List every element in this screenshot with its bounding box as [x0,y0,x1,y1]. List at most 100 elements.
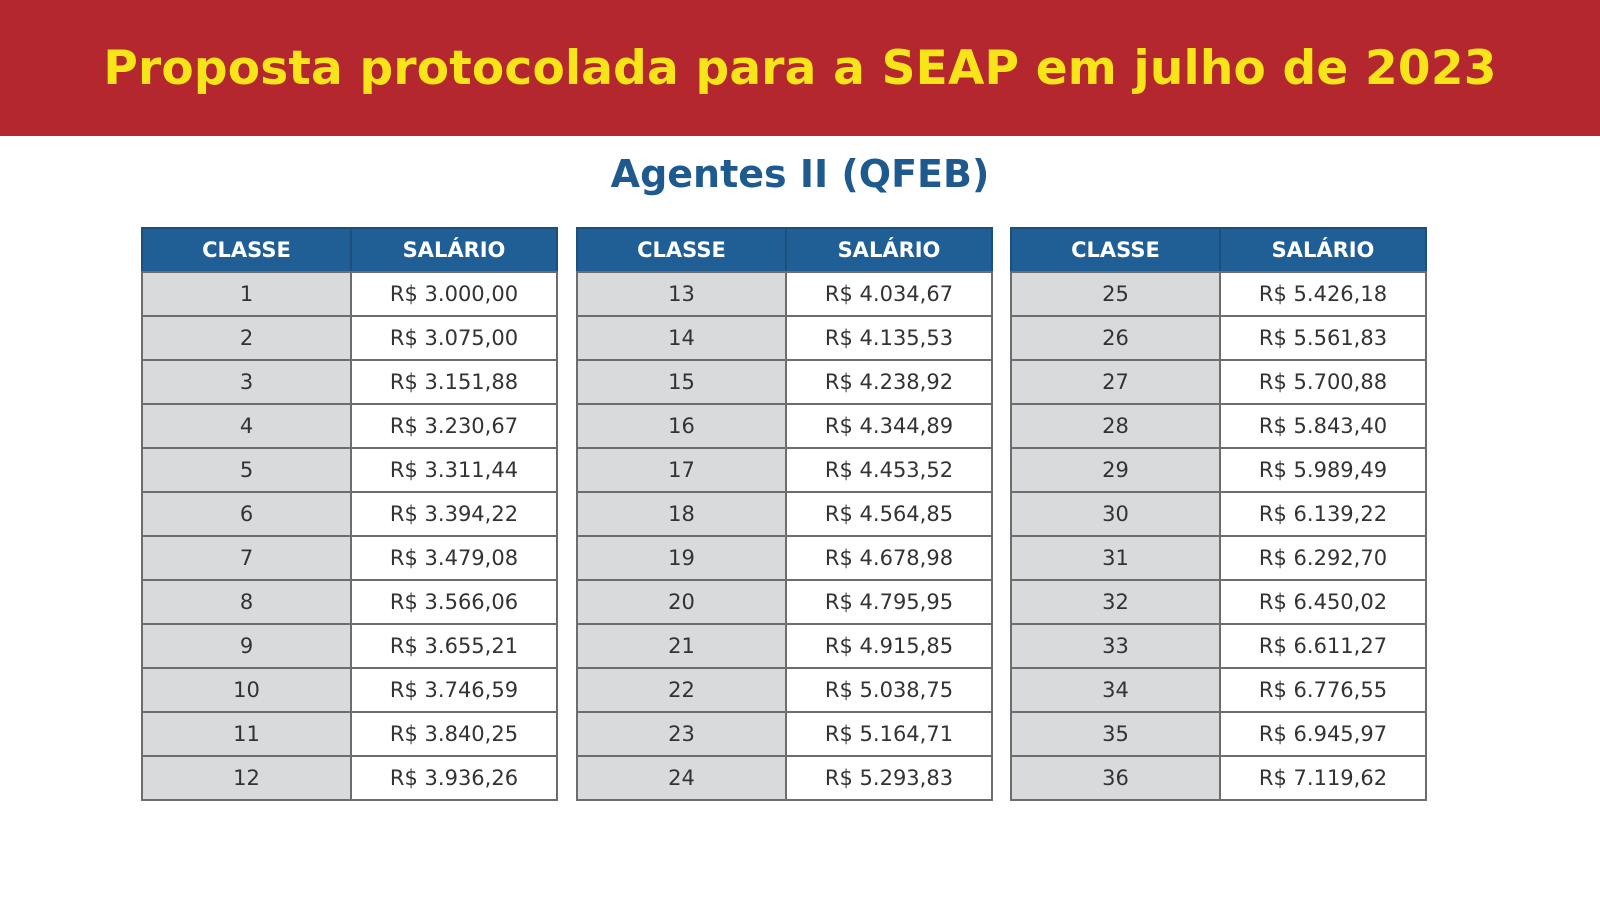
table-row: 30 R$ 6.139,22 [1010,491,1427,537]
salario-cell: R$ 3.311,44 [350,447,558,493]
table-row: 16 R$ 4.344,89 [576,403,993,449]
classe-cell: 36 [1010,755,1221,801]
table-row: 9 R$ 3.655,21 [141,623,558,669]
classe-cell: 7 [141,535,352,581]
table-row: 34 R$ 6.776,55 [1010,667,1427,713]
salario-cell: R$ 3.840,25 [350,711,558,757]
classe-cell: 29 [1010,447,1221,493]
classe-cell: 34 [1010,667,1221,713]
classe-cell: 2 [141,315,352,361]
salario-cell: R$ 4.238,92 [785,359,993,405]
salary-table: CLASSE SALÁRIO 13 R$ 4.034,67 14 R$ 4.135,53 1… [576,227,993,801]
salario-cell: R$ 6.776,55 [1219,667,1427,713]
table-row: 36 R$ 7.119,62 [1010,755,1427,801]
column-header-salario: SALÁRIO [1219,227,1427,273]
salario-cell: R$ 3.479,08 [350,535,558,581]
table-row: 25 R$ 5.426,18 [1010,271,1427,317]
column-header-classe: CLASSE [1010,227,1221,273]
table-row: 20 R$ 4.795,95 [576,579,993,625]
salario-cell: R$ 3.394,22 [350,491,558,537]
table-row: 8 R$ 3.566,06 [141,579,558,625]
classe-cell: 27 [1010,359,1221,405]
salario-cell: R$ 4.795,95 [785,579,993,625]
table-row: 1 R$ 3.000,00 [141,271,558,317]
table-row: 15 R$ 4.238,92 [576,359,993,405]
table-row: 4 R$ 3.230,67 [141,403,558,449]
classe-cell: 4 [141,403,352,449]
classe-cell: 24 [576,755,787,801]
table-subtitle: Agentes II (QFEB) [610,152,990,196]
classe-cell: 18 [576,491,787,537]
salario-cell: R$ 4.135,53 [785,315,993,361]
classe-cell: 13 [576,271,787,317]
salario-cell: R$ 4.564,85 [785,491,993,537]
table-header-row: CLASSE SALÁRIO [576,227,993,273]
salario-cell: R$ 5.561,83 [1219,315,1427,361]
classe-cell: 28 [1010,403,1221,449]
salario-cell: R$ 4.678,98 [785,535,993,581]
table-header-row: CLASSE SALÁRIO [1010,227,1427,273]
classe-cell: 15 [576,359,787,405]
salario-cell: R$ 3.075,00 [350,315,558,361]
salario-cell: R$ 4.453,52 [785,447,993,493]
classe-cell: 1 [141,271,352,317]
salario-cell: R$ 6.292,70 [1219,535,1427,581]
classe-cell: 19 [576,535,787,581]
table-row: 19 R$ 4.678,98 [576,535,993,581]
table-row: 12 R$ 3.936,26 [141,755,558,801]
classe-cell: 30 [1010,491,1221,537]
classe-cell: 17 [576,447,787,493]
table-row: 21 R$ 4.915,85 [576,623,993,669]
salario-cell: R$ 3.655,21 [350,623,558,669]
column-header-salario: SALÁRIO [785,227,993,273]
salario-cell: R$ 6.139,22 [1219,491,1427,537]
salario-cell: R$ 7.119,62 [1219,755,1427,801]
page-title: Proposta protocolada para a SEAP em julh… [103,40,1497,96]
classe-cell: 8 [141,579,352,625]
table-row: 5 R$ 3.311,44 [141,447,558,493]
table-row: 27 R$ 5.700,88 [1010,359,1427,405]
table-row: 14 R$ 4.135,53 [576,315,993,361]
table-row: 11 R$ 3.840,25 [141,711,558,757]
salario-cell: R$ 4.034,67 [785,271,993,317]
salario-cell: R$ 6.450,02 [1219,579,1427,625]
table-row: 29 R$ 5.989,49 [1010,447,1427,493]
salario-cell: R$ 5.038,75 [785,667,993,713]
classe-cell: 10 [141,667,352,713]
table-row: 32 R$ 6.450,02 [1010,579,1427,625]
table-header-row: CLASSE SALÁRIO [141,227,558,273]
table-row: 7 R$ 3.479,08 [141,535,558,581]
classe-cell: 32 [1010,579,1221,625]
classe-cell: 11 [141,711,352,757]
table-row: 18 R$ 4.564,85 [576,491,993,537]
table-row: 35 R$ 6.945,97 [1010,711,1427,757]
title-banner: Proposta protocolada para a SEAP em julh… [0,0,1600,136]
classe-cell: 31 [1010,535,1221,581]
salario-cell: R$ 5.293,83 [785,755,993,801]
salario-cell: R$ 6.611,27 [1219,623,1427,669]
column-header-classe: CLASSE [141,227,352,273]
classe-cell: 16 [576,403,787,449]
classe-cell: 14 [576,315,787,361]
table-row: 26 R$ 5.561,83 [1010,315,1427,361]
classe-cell: 3 [141,359,352,405]
table-row: 31 R$ 6.292,70 [1010,535,1427,581]
table-row: 28 R$ 5.843,40 [1010,403,1427,449]
salario-cell: R$ 3.000,00 [350,271,558,317]
salary-table: CLASSE SALÁRIO 25 R$ 5.426,18 26 R$ 5.561,83 2… [1010,227,1427,801]
salario-cell: R$ 3.746,59 [350,667,558,713]
table-row: 23 R$ 5.164,71 [576,711,993,757]
salario-cell: R$ 4.915,85 [785,623,993,669]
salario-cell: R$ 3.566,06 [350,579,558,625]
table-row: 3 R$ 3.151,88 [141,359,558,405]
salario-cell: R$ 5.700,88 [1219,359,1427,405]
table-row: 13 R$ 4.034,67 [576,271,993,317]
classe-cell: 6 [141,491,352,537]
salario-cell: R$ 5.843,40 [1219,403,1427,449]
classe-cell: 9 [141,623,352,669]
salario-cell: R$ 3.151,88 [350,359,558,405]
classe-cell: 5 [141,447,352,493]
table-row: 22 R$ 5.038,75 [576,667,993,713]
table-row: 17 R$ 4.453,52 [576,447,993,493]
salario-cell: R$ 3.230,67 [350,403,558,449]
